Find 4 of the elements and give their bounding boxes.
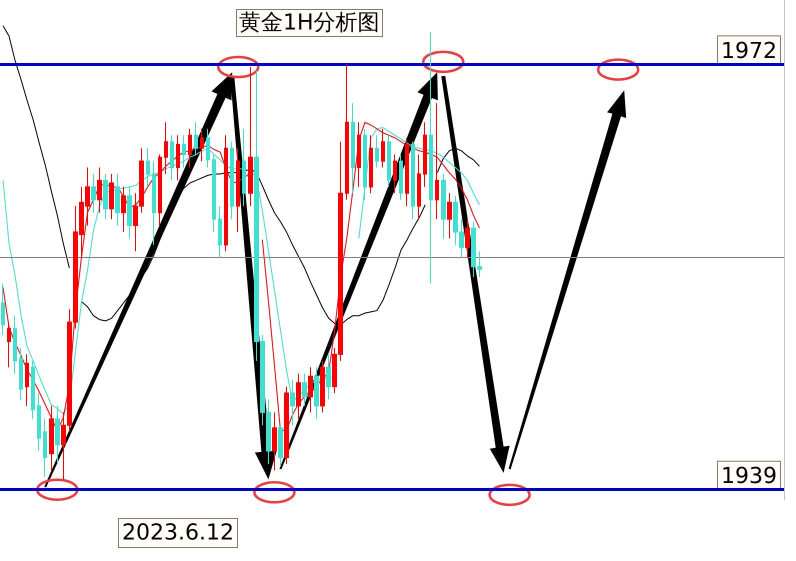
y-tick-label: 1939 bbox=[721, 464, 777, 490]
text: 2023.6.12 bbox=[122, 520, 234, 546]
text: 黄金1H分析图 bbox=[239, 10, 380, 36]
y-tick-label: 1972 bbox=[721, 38, 777, 64]
